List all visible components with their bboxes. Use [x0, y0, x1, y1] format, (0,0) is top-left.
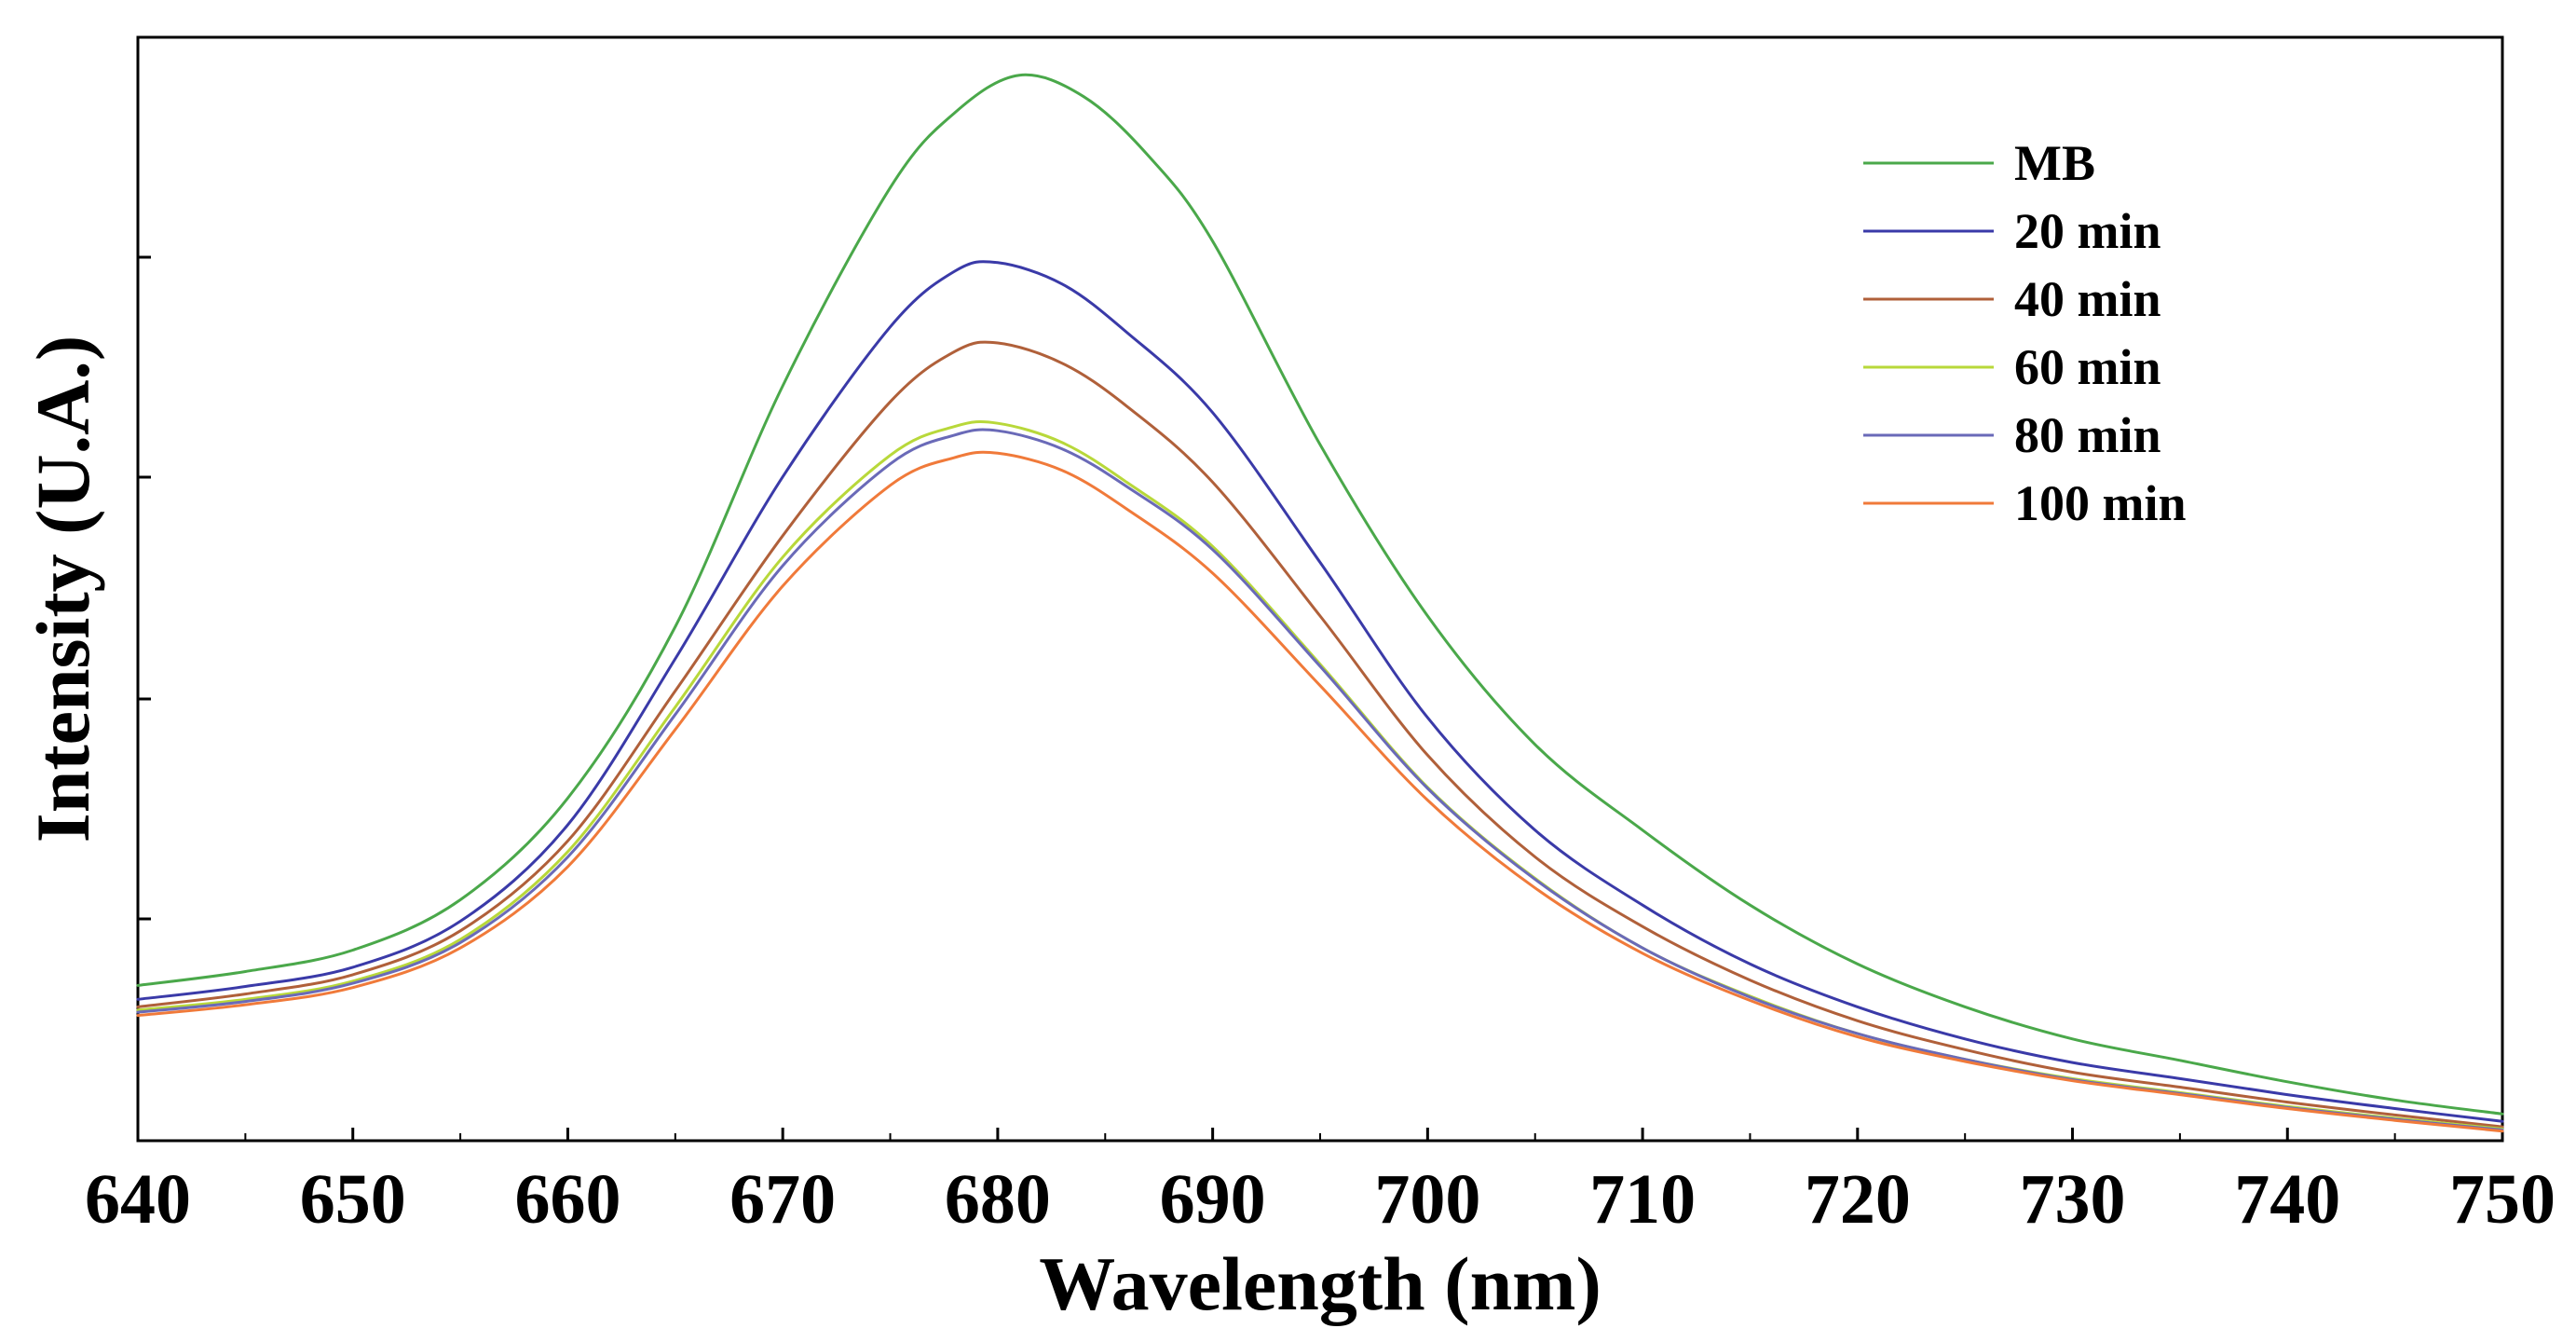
x-tick-label-710: 710 — [1589, 1160, 1696, 1239]
x-tick-label-750: 750 — [2449, 1160, 2556, 1239]
x-tick-label-740: 740 — [2234, 1160, 2340, 1239]
legend-label-40-min: 40 min — [2014, 271, 2161, 327]
x-tick-label-650: 650 — [300, 1160, 406, 1239]
y-axis-ticks — [138, 255, 151, 921]
x-tick-label-690: 690 — [1160, 1160, 1266, 1239]
x-tick-label-680: 680 — [945, 1160, 1051, 1239]
x-axis-ticks: 640 650 660 670 680 690 700 710 720 730 740 750 — [85, 1128, 2556, 1239]
x-axis-title: Wavelength (nm) — [1039, 1241, 1601, 1326]
series-line-20-min — [136, 260, 2504, 1123]
legend-label-mb: MB — [2014, 135, 2095, 191]
series-line-mb — [136, 73, 2504, 1116]
legend-label-60-min: 60 min — [2014, 339, 2161, 395]
x-tick-label-640: 640 — [85, 1160, 191, 1239]
series-line-80-min — [136, 428, 2504, 1131]
legend-label-20-min: 20 min — [2014, 203, 2161, 259]
series-layer — [136, 73, 2504, 1133]
x-tick-label-670: 670 — [729, 1160, 836, 1239]
x-tick-label-720: 720 — [1805, 1160, 1911, 1239]
x-tick-label-700: 700 — [1374, 1160, 1480, 1239]
legend-label-100-min: 100 min — [2014, 475, 2187, 531]
x-tick-label-660: 660 — [514, 1160, 620, 1239]
y-axis-title: Intensity (U.A.) — [20, 336, 105, 842]
legend: MB 20 min 40 min 60 min 80 min 100 min — [1863, 135, 2187, 531]
legend-label-80-min: 80 min — [2014, 407, 2161, 463]
series-line-40-min — [136, 340, 2504, 1129]
x-tick-label-730: 730 — [2020, 1160, 2126, 1239]
series-line-100-min — [136, 450, 2504, 1133]
